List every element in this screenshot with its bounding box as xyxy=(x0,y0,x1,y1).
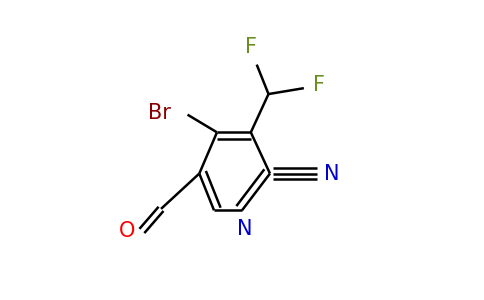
Text: N: N xyxy=(237,219,253,238)
Text: F: F xyxy=(245,37,257,57)
Text: N: N xyxy=(324,164,340,184)
Text: F: F xyxy=(313,75,325,95)
Text: Br: Br xyxy=(149,103,171,123)
Text: O: O xyxy=(119,221,136,241)
